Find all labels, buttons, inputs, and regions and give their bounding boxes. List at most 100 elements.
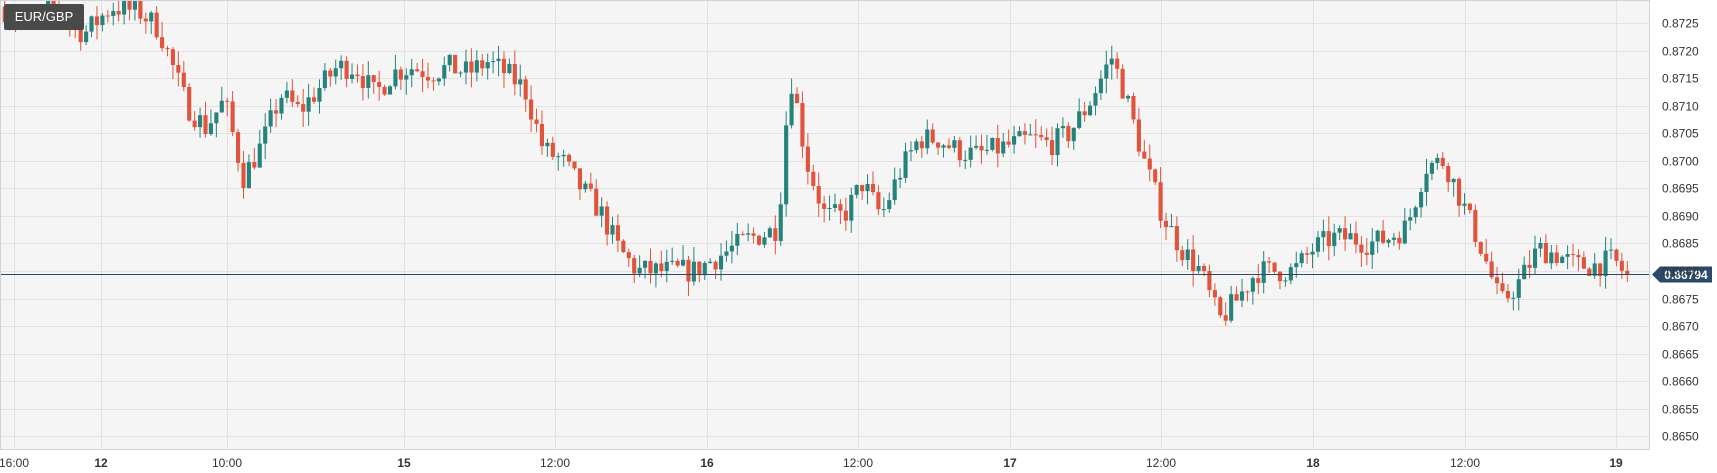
candle-body [181, 72, 186, 87]
candle-body [409, 69, 414, 76]
candle-body [1440, 157, 1445, 167]
candle-body [322, 70, 327, 88]
candle-body [1397, 237, 1402, 244]
candle-body [1408, 217, 1413, 221]
candle-body [1218, 297, 1223, 316]
candle-body [594, 188, 599, 216]
candle-body [1494, 277, 1500, 284]
candle-body [919, 141, 924, 149]
candle-body [398, 69, 403, 80]
candle-body [1435, 157, 1440, 164]
candle-body [892, 179, 897, 201]
candle-body [849, 194, 854, 221]
candle-body [1104, 64, 1109, 79]
candle-body [539, 123, 545, 147]
candle-body [1522, 264, 1527, 280]
candle-body [415, 69, 420, 72]
candle-body [1201, 265, 1207, 272]
candle-body [203, 115, 208, 135]
candle-body [138, 0, 143, 19]
candle-body [626, 252, 631, 259]
candle-body [735, 233, 740, 246]
candle-body [974, 145, 979, 148]
grid-lines [0, 0, 1650, 450]
candle-body [523, 79, 528, 100]
candle-body [1467, 203, 1472, 211]
symbol-badge[interactable]: EUR/GBP [4, 4, 84, 30]
candle-body [1158, 182, 1163, 221]
y-tick-label: 0.8670 [1662, 320, 1699, 334]
candle-body [1147, 158, 1152, 170]
candle-body [708, 261, 713, 264]
y-tick-label: 0.8695 [1662, 182, 1699, 196]
candles [2, 0, 1630, 326]
candle-body [577, 168, 583, 190]
candle-body [105, 15, 110, 17]
candle-body [1516, 279, 1521, 298]
candle-body [876, 192, 881, 210]
candle-body [794, 93, 800, 104]
candle-body [1299, 253, 1304, 264]
y-tick-label: 0.8690 [1662, 210, 1699, 224]
candle-body [572, 161, 577, 169]
y-tick-label: 0.8665 [1662, 348, 1699, 362]
candle-body [393, 69, 398, 87]
candle-body [1109, 58, 1114, 65]
candle-body [670, 260, 675, 262]
candle-body [729, 245, 734, 252]
candle-body [1125, 95, 1131, 99]
candle-body [84, 31, 89, 43]
y-axis: 0.8725 0.8720 0.8715 0.8710 0.8705 0.8700 0.86… [1662, 17, 1699, 444]
candle-body [252, 162, 257, 168]
candle-body [1478, 241, 1483, 254]
y-tick-label: 0.8720 [1662, 45, 1699, 59]
candle-body [550, 142, 555, 157]
candle-body [583, 183, 588, 190]
candle-body [284, 90, 289, 98]
candle-body [143, 18, 148, 22]
candle-body [827, 207, 832, 209]
candle-body [431, 80, 436, 82]
candle-body [1489, 261, 1494, 278]
candle-body [789, 93, 794, 126]
candle-body [936, 142, 941, 148]
candle-body [122, 0, 127, 15]
candle-body [1169, 225, 1174, 228]
candle-body [691, 261, 696, 282]
candle-body [333, 68, 338, 77]
candle-body [1570, 254, 1576, 256]
candle-body [615, 225, 620, 241]
candle-body [263, 126, 268, 144]
candle-body [1087, 105, 1093, 116]
candle-body [404, 75, 409, 80]
candle-body [1001, 141, 1006, 154]
candle-body [132, 0, 138, 10]
candle-body [1581, 257, 1586, 269]
candle-body [160, 37, 165, 49]
candle-body [518, 79, 523, 85]
candle-body [1256, 278, 1261, 283]
candle-body [387, 86, 393, 95]
candle-body [279, 97, 284, 114]
candle-body [371, 75, 376, 83]
candle-body [740, 233, 745, 235]
candle-body [1370, 241, 1375, 255]
candle-body [621, 240, 626, 253]
candle-body [1093, 93, 1098, 106]
candle-body [1033, 134, 1038, 136]
candle-body [1277, 271, 1283, 282]
candle-body [480, 60, 485, 69]
candle-body [344, 60, 349, 79]
candle-body [1131, 95, 1136, 120]
candle-body [1066, 125, 1071, 142]
candle-body [208, 123, 213, 135]
x-tick-label: 12:00 [1450, 456, 1480, 470]
candle-body [1364, 252, 1369, 255]
plot-background [0, 0, 1650, 450]
candle-body [176, 65, 181, 73]
candle-body [1527, 264, 1532, 268]
candle-body [1511, 297, 1516, 299]
candle-body [1229, 294, 1234, 321]
